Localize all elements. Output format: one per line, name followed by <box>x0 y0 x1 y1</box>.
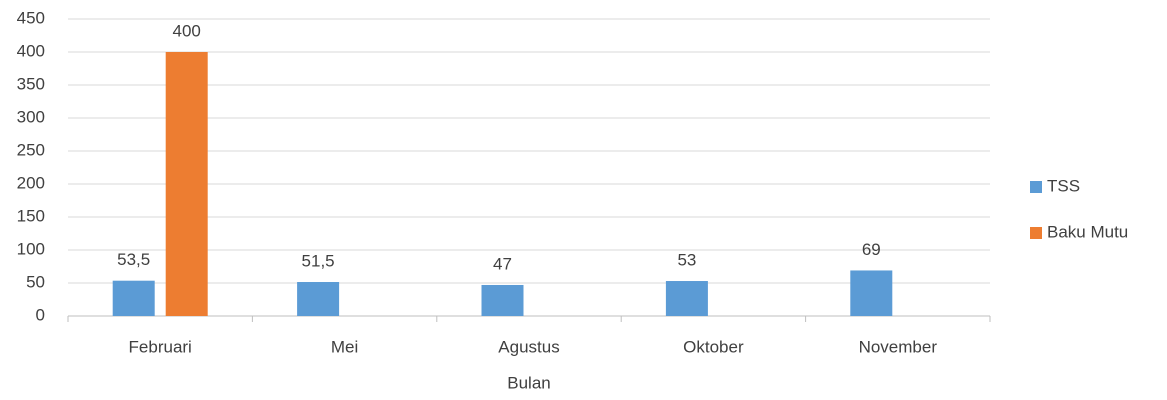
x-tick-label: Mei <box>331 337 358 356</box>
y-tick-label: 300 <box>17 107 45 126</box>
data-label: 69 <box>862 240 881 259</box>
bar <box>665 281 708 316</box>
data-label: 53,5 <box>117 250 150 269</box>
y-tick-label: 250 <box>17 140 45 159</box>
x-tick-label: Oktober <box>683 337 744 356</box>
legend-swatch <box>1030 181 1042 193</box>
bar <box>850 270 893 316</box>
data-label: 400 <box>173 21 201 40</box>
x-tick-label: Februari <box>129 337 192 356</box>
x-axis-title: Bulan <box>507 373 550 392</box>
y-tick-label: 400 <box>17 41 45 60</box>
bar <box>297 282 340 316</box>
bar <box>165 52 208 316</box>
legend-label: Baku Mutu <box>1047 222 1128 241</box>
y-tick-label: 0 <box>36 305 45 324</box>
data-label: 47 <box>493 254 512 273</box>
legend-swatch <box>1030 227 1042 239</box>
legend-label: TSS <box>1047 176 1080 195</box>
bar <box>481 284 524 316</box>
y-tick-label: 200 <box>17 173 45 192</box>
data-label: 51,5 <box>302 251 335 270</box>
bar <box>112 280 155 316</box>
y-tick-label: 350 <box>17 74 45 93</box>
data-label: 53 <box>677 251 696 270</box>
x-tick-label: Agustus <box>498 337 559 356</box>
y-tick-label: 50 <box>26 272 45 291</box>
y-tick-label: 150 <box>17 206 45 225</box>
x-tick-label: November <box>859 337 938 356</box>
y-tick-label: 100 <box>17 239 45 258</box>
y-tick-label: 450 <box>17 8 45 27</box>
